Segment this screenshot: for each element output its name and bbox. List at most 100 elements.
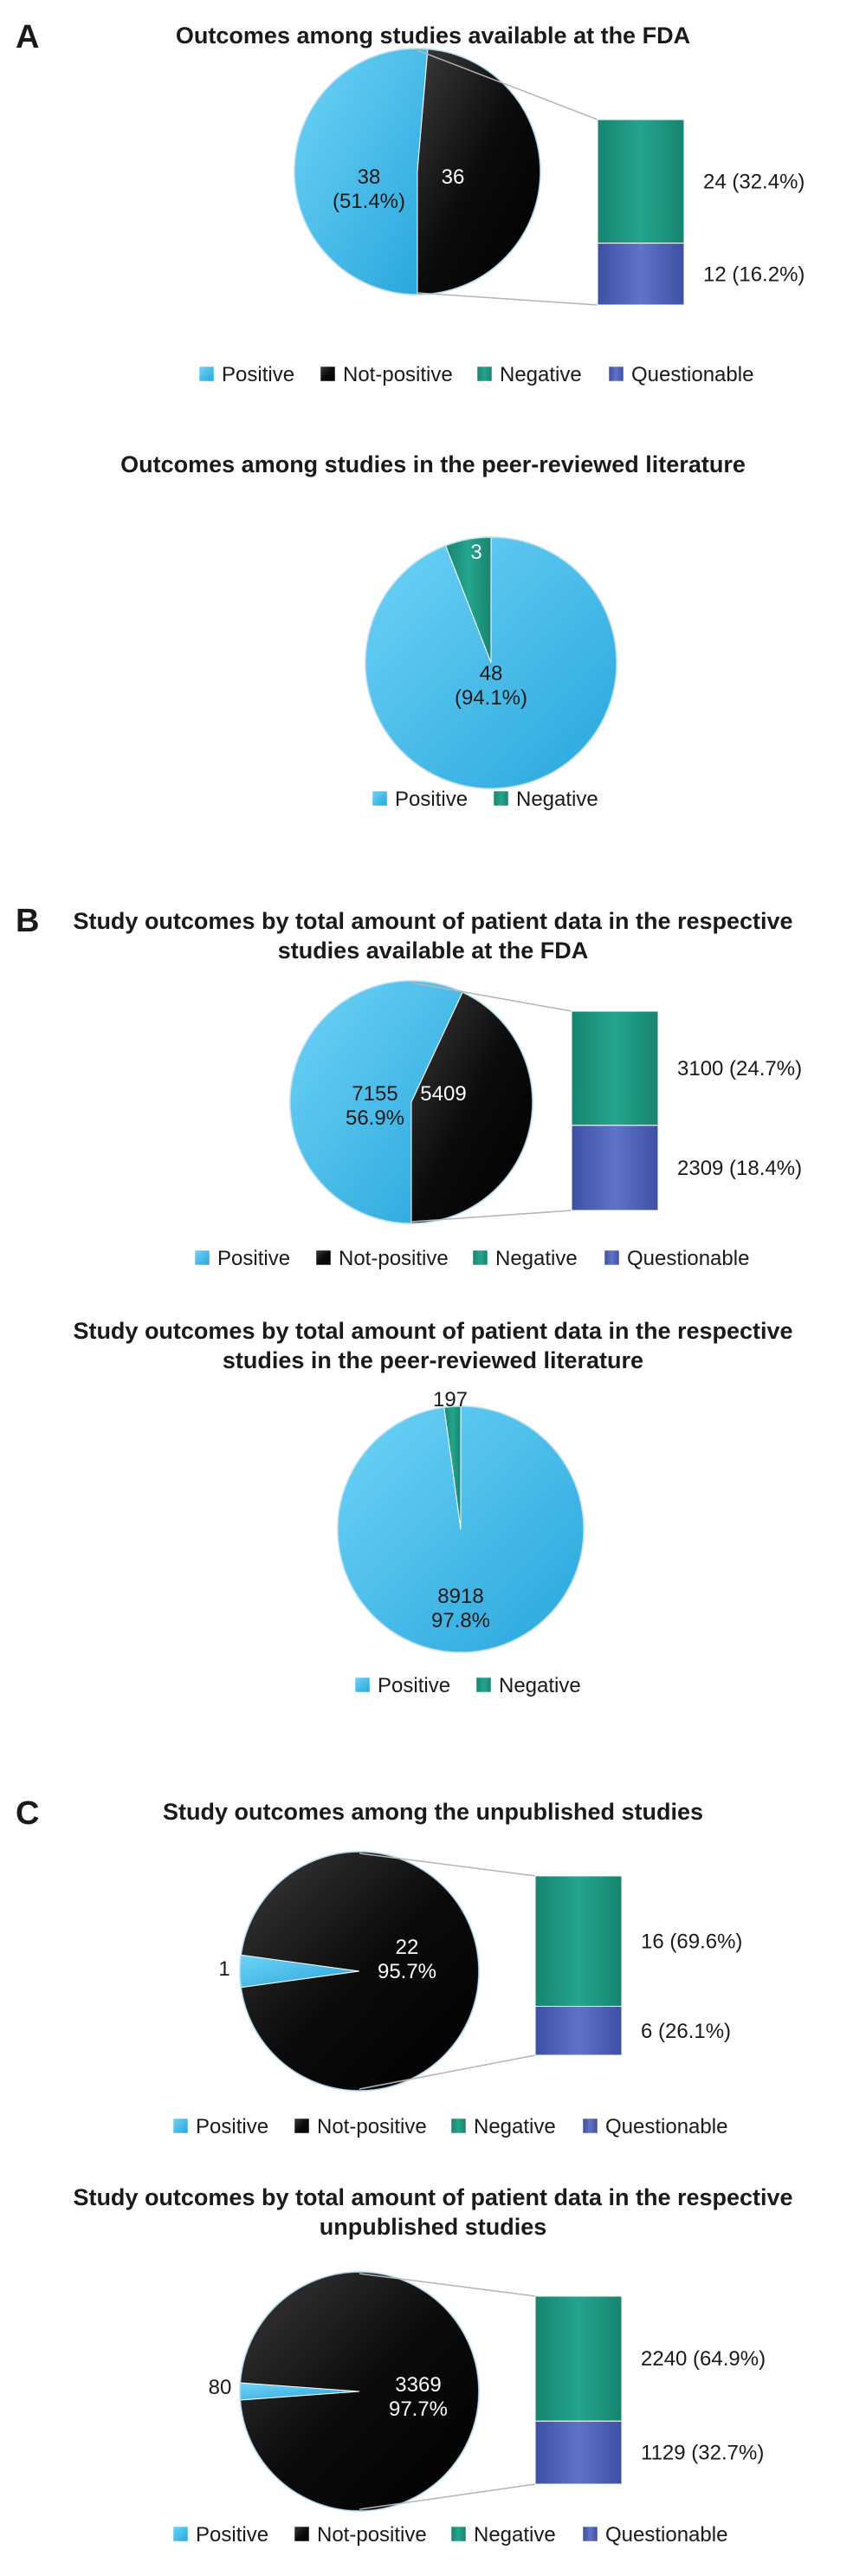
panel-label: A [16,19,39,55]
slice-label-not-positive: 36 [442,165,465,189]
pie-rim [239,1851,480,2092]
legend: Positive Negative [354,1674,581,1697]
bar-segment-questionable [597,243,685,306]
pie [239,1851,480,2092]
connector-line-bottom [359,2483,536,2510]
slice-label-positive: 1 [218,1957,229,1981]
legend: Positive Not-positive Negative Questionable [172,2115,727,2138]
breakdown-bar: 16 (69.6%) 6 (26.1%) [359,1853,742,2090]
legend-label-positive: Positive [196,2523,268,2547]
chart-3: B Study outcomes by total amount of patie… [16,903,802,1270]
bar-segment-questionable [571,1125,659,1211]
legend-swatch-positive [354,1677,371,1693]
legend-swatch-not-positive [315,1249,332,1266]
slice-label-positive: 7155 56.9% [346,1082,404,1130]
bar-label-negative: 24 (32.4%) [703,170,805,193]
legend-swatch-negative [450,2526,467,2542]
breakdown-bar: 2240 (64.9%) 1129 (32.7%) [359,2273,766,2510]
chart-title: Outcomes among studies available at the … [176,23,690,49]
legend-label-positive: Positive [395,788,468,811]
pie-slice-not-positive [417,48,541,295]
chart-title: Outcomes among studies in the peer-revie… [120,451,746,477]
bar-label-negative: 3100 (24.7%) [677,1057,802,1080]
chart-title: Study outcomes by total amount of patien… [73,908,792,964]
connector-line-bottom [359,2054,536,2090]
pie-rim [337,1405,585,1653]
legend-label-not-positive: Not-positive [339,1247,449,1270]
legend-label-positive: Positive [196,2115,268,2138]
slice-label-not-positive: 5409 [420,1082,466,1106]
pie [239,2271,480,2512]
bar-label-negative: 16 (69.6%) [641,1930,742,1953]
slice-label-positive: 48 (94.1%) [455,662,527,710]
legend-swatch-negative [476,366,493,382]
bar-label-questionable: 12 (16.2%) [703,263,805,286]
connector-line-top [359,2273,536,2297]
pie-rim [239,2271,480,2512]
connector-line-bottom [417,292,598,306]
pie [365,536,617,789]
panel-label: C [16,1795,39,1832]
legend-swatch-negative [493,790,509,807]
bar-segment-questionable [534,2420,623,2485]
connector-line-bottom [410,1210,572,1223]
legend-label-not-positive: Not-positive [343,363,453,386]
legend: Positive Not-positive Negative Questionable [172,2523,727,2547]
legend-swatch-positive [198,366,215,382]
legend-swatch-not-positive [320,366,336,382]
breakdown-bar: 24 (32.4%) 12 (16.2%) [417,49,805,306]
legend: Positive Negative [372,788,598,811]
legend-swatch-positive [172,2526,189,2542]
bar-label-negative: 2240 (64.9%) [641,2347,766,2371]
chart-5: C Study outcomes among the unpublished st… [16,1795,742,2138]
bar-segment-negative [534,2295,623,2422]
legend-swatch-positive [172,2118,189,2134]
legend-swatch-questionable [604,1249,620,1266]
legend: Positive Not-positive Negative Questionable [198,363,753,386]
legend-swatch-positive [194,1249,210,1266]
legend-swatch-negative [450,2118,467,2134]
bar-segment-negative [597,119,685,244]
legend-label-negative: Negative [516,788,598,811]
legend-label-questionable: Questionable [605,2115,727,2138]
slice-label-negative: 3 [470,541,481,564]
bar-segment-negative [571,1010,659,1126]
legend-label-questionable: Questionable [605,2523,727,2547]
connector-line-top [410,982,572,1012]
legend-swatch-negative [475,1677,492,1693]
pie-rim [294,48,541,295]
chart-2: Outcomes among studies in the peer-revie… [120,451,746,811]
panel-label: B [16,903,39,939]
legend-swatch-questionable [608,366,624,382]
chart-title: Study outcomes among the unpublished stu… [163,1799,703,1825]
legend-label-positive: Positive [378,1674,450,1697]
pie [337,1405,585,1653]
legend-label-not-positive: Not-positive [317,2115,427,2138]
slice-label-not-positive: 3369 97.7% [389,2373,448,2421]
pie [289,980,533,1224]
bar-label-questionable: 1129 (32.7%) [641,2442,764,2465]
connector-line-top [359,1853,536,1877]
legend-label-not-positive: Not-positive [317,2523,427,2547]
chart-4: Study outcomes by total amount of patien… [73,1318,792,1697]
slice-label-negative: 197 [433,1388,468,1411]
chart-title: Study outcomes by total amount of patien… [73,2184,792,2240]
breakdown-bar: 3100 (24.7%) 2309 (18.4%) [410,982,802,1223]
legend-label-negative: Negative [500,363,582,386]
pie [294,48,541,295]
chart-1: A Outcomes among studies available at the… [16,19,805,386]
pie-rim [365,536,617,789]
legend-swatch-questionable [582,2118,598,2134]
bar-label-questionable: 6 (26.1%) [641,2020,731,2043]
legend-label-negative: Negative [495,1247,578,1270]
chart-6: Study outcomes by total amount of patien… [73,2184,792,2547]
bar-segment-questionable [534,2006,623,2056]
chart-title: Study outcomes by total amount of patien… [73,1318,792,1373]
connector-line-top [417,49,598,120]
slice-label-positive: 8918 97.8% [431,1585,490,1632]
legend-swatch-not-positive [294,2118,310,2134]
slice-label-not-positive: 22 95.7% [378,1936,436,1983]
legend-swatch-negative [472,1249,488,1266]
legend-label-negative: Negative [474,2115,556,2138]
